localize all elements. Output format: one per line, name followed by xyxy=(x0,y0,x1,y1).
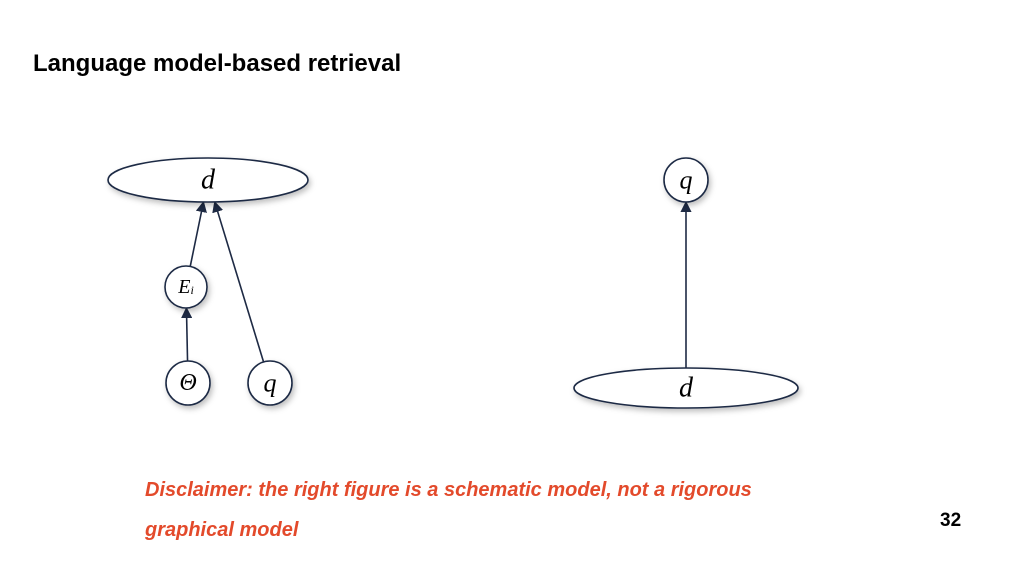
left-node-E: Ei xyxy=(165,266,207,308)
right-node-d: d xyxy=(574,368,798,408)
right-node-q: q xyxy=(664,158,708,202)
left-node-d: d xyxy=(108,158,308,202)
disclaimer-text: Disclaimer: the right figure is a schema… xyxy=(145,470,765,550)
left-edge-1 xyxy=(190,202,203,266)
page-number: 32 xyxy=(940,510,961,532)
left-node-theta-label: Θ xyxy=(179,370,196,396)
left-node-q: q xyxy=(248,361,292,405)
left-node-q-label: q xyxy=(264,369,277,398)
right-node-q-label: q xyxy=(680,166,693,195)
left-edge-2 xyxy=(215,202,264,362)
right-node-d-label: d xyxy=(679,373,694,404)
left-edge-0 xyxy=(186,308,187,361)
left-node-theta: Θ xyxy=(166,361,210,405)
left-node-d-label: d xyxy=(201,165,216,196)
